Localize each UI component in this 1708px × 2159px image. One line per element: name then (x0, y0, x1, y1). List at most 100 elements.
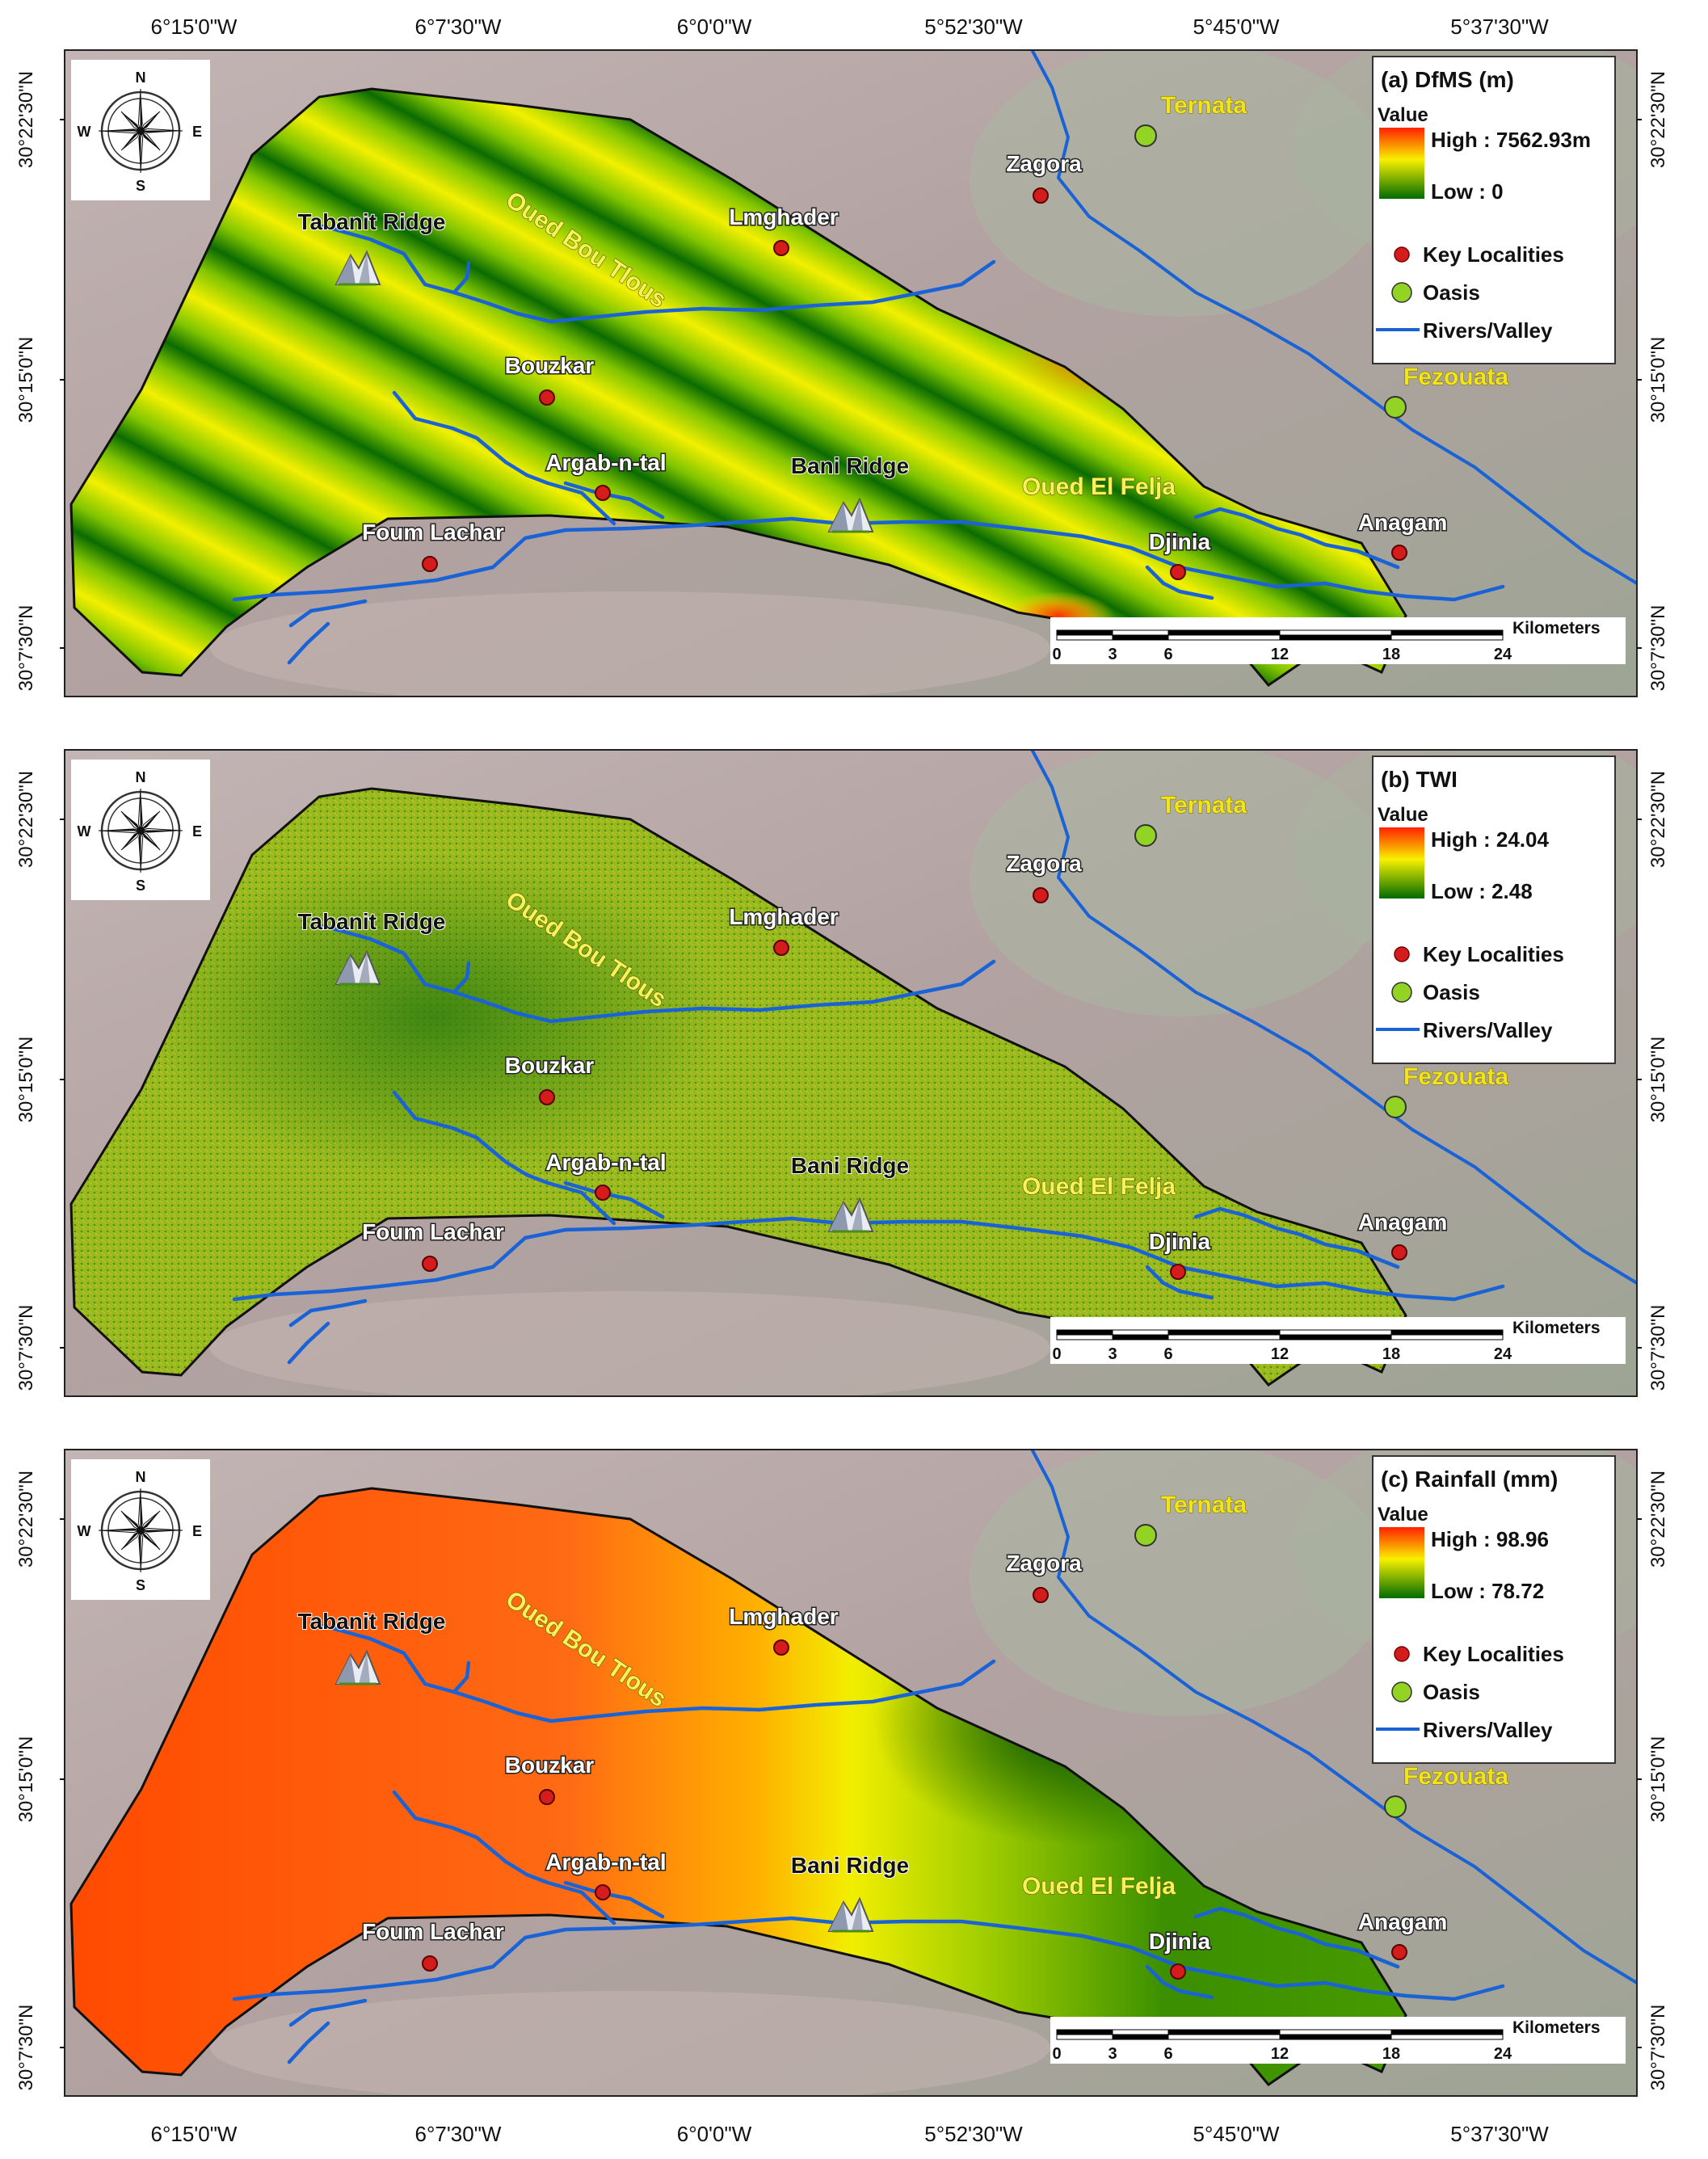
oasis-marker (1134, 124, 1157, 147)
ridge-icon (334, 949, 381, 986)
lat-tick-label-right: 30°15'0"N (1647, 1037, 1669, 1123)
lat-tick-label-left: 30°22'30"N (15, 1471, 37, 1568)
river-trib6 (1193, 1206, 1400, 1269)
river-label-oued-el-felja: Oued El Felja (1022, 1873, 1176, 1900)
locality-label: Djinia (1149, 529, 1211, 554)
scale-unit-label: Kilometers (1512, 619, 1601, 638)
locality-marker (595, 1185, 611, 1201)
scale-tick-label: 3 (1108, 2045, 1117, 2063)
lon-tick-label-top: 5°45'0"W (1193, 15, 1280, 39)
compass-east-label: E (192, 124, 202, 140)
lon-tick-label-bottom: 6°7'30"W (415, 2122, 502, 2146)
scale-tick-label: 6 (1163, 2045, 1172, 2063)
oasis-label: Ternata (1161, 1492, 1247, 1518)
scale-tick-label: 6 (1163, 646, 1172, 663)
legend-key-localities: Key Localities (1423, 1642, 1564, 1666)
oasis-marker (1134, 824, 1157, 847)
lat-tick-label-left: 30°15'0"N (15, 1037, 37, 1123)
ridge-icon (827, 497, 874, 533)
lon-tick-label-bottom: 6°0'0"W (677, 2122, 752, 2146)
lat-tick-label-left: 30°15'0"N (15, 1736, 37, 1823)
lat-tick-label-left: 30°22'30"N (15, 71, 37, 168)
locality-label: Lmghader (729, 1604, 838, 1629)
compass-north-label: N (136, 1469, 146, 1485)
scale-tick-label: 18 (1382, 1345, 1400, 1363)
legend-oasis-symbol (1391, 982, 1412, 1003)
panel-frame (64, 1449, 1638, 2097)
lat-tick-label-right: 30°7'30"N (1647, 2005, 1669, 2091)
locality-marker (1391, 545, 1407, 561)
locality-label: Anagam (1358, 1210, 1447, 1235)
oasis-label: Fezouata (1403, 1063, 1508, 1090)
legend-high-c: High : 98.96 (1431, 1527, 1549, 1551)
panel-frame (64, 49, 1638, 697)
lat-tick-label-right: 30°15'0"N (1647, 1736, 1669, 1823)
lon-tick-label-top: 6°15'0"W (151, 15, 238, 39)
lon-tick-label-bottom: 6°15'0"W (151, 2122, 238, 2146)
locality-label: Zagora (1006, 851, 1082, 876)
locality-marker (539, 1789, 555, 1805)
legend-oasis-symbol (1391, 1681, 1412, 1702)
locality-marker (422, 1955, 438, 1972)
ridge-icon (827, 1197, 874, 1233)
scale-unit-label: Kilometers (1512, 1319, 1601, 1337)
lat-tick-label-left: 30°7'30"N (15, 605, 37, 692)
lat-tick-label-right: 30°7'30"N (1647, 1305, 1669, 1391)
river-trib1 (288, 1298, 368, 1328)
locality-label: Bouzkar (505, 353, 595, 378)
compass-south-label: S (136, 178, 145, 194)
legend-rivers: Rivers/Valley (1423, 318, 1553, 343)
legend-oasis: Oasis (1423, 980, 1480, 1004)
legend-value-label: Value (1378, 1504, 1428, 1526)
legend-title-b: (b) TWI (1381, 767, 1458, 792)
legend-locality-symbol (1394, 946, 1410, 962)
compass-south-label: S (136, 1577, 145, 1593)
locality-label: Argab-n-tal (545, 450, 666, 475)
locality-label: Anagam (1358, 510, 1447, 535)
legend-locality-symbol (1394, 1646, 1410, 1662)
locality-label: Djinia (1149, 1929, 1211, 1954)
river-trib4 (452, 961, 471, 995)
river-outer (1030, 50, 1637, 585)
scale-tick-label: 12 (1271, 646, 1289, 663)
rivers-a (232, 50, 1637, 665)
lat-tick-label-right: 30°7'30"N (1647, 605, 1669, 692)
oasis-marker (1134, 1524, 1157, 1547)
rivers-c (232, 1450, 1637, 2064)
legend-color-ramp (1379, 128, 1424, 199)
locality-label: Bouzkar (505, 1053, 595, 1078)
basin-outline (69, 1487, 1407, 2087)
lat-tick-label-right: 30°22'30"N (1647, 771, 1669, 868)
river-felja (232, 1216, 1505, 1302)
compass-south-label: S (136, 877, 145, 894)
locality-label: Zagora (1006, 151, 1082, 176)
lat-tick-label-right: 30°15'0"N (1647, 337, 1669, 423)
lon-tick-label-top: 5°37'30"W (1450, 15, 1549, 39)
river-trib5 (563, 481, 665, 520)
scale-tick-label: 18 (1382, 646, 1400, 663)
lat-tick-label-left: 30°7'30"N (15, 1305, 37, 1391)
scale-tick-label: 3 (1108, 646, 1117, 663)
river-trib1 (288, 1998, 368, 2027)
river-trib6 (1193, 1906, 1400, 1969)
compass-rose: N S E W (71, 60, 210, 200)
scale-tick-label: 12 (1271, 1345, 1289, 1363)
locality-label: Argab-n-tal (545, 1850, 666, 1875)
locality-label: Foum Lachar (362, 1219, 504, 1244)
ridge-icon (827, 1896, 874, 1933)
legend-value-label: Value (1378, 104, 1428, 126)
locality-marker (1033, 887, 1049, 903)
legend-high-b: High : 24.04 (1431, 827, 1549, 852)
compass-west-label: W (78, 124, 91, 140)
ridge-label: Bani Ridge (791, 1853, 909, 1878)
locality-label: Lmghader (729, 204, 838, 229)
lat-tick-label-left: 30°15'0"N (15, 337, 37, 423)
legend-locality-symbol (1394, 246, 1410, 263)
lat-tick-label-right: 30°22'30"N (1647, 1471, 1669, 1568)
locality-marker (539, 389, 555, 406)
locality-label: Foum Lachar (362, 520, 504, 545)
